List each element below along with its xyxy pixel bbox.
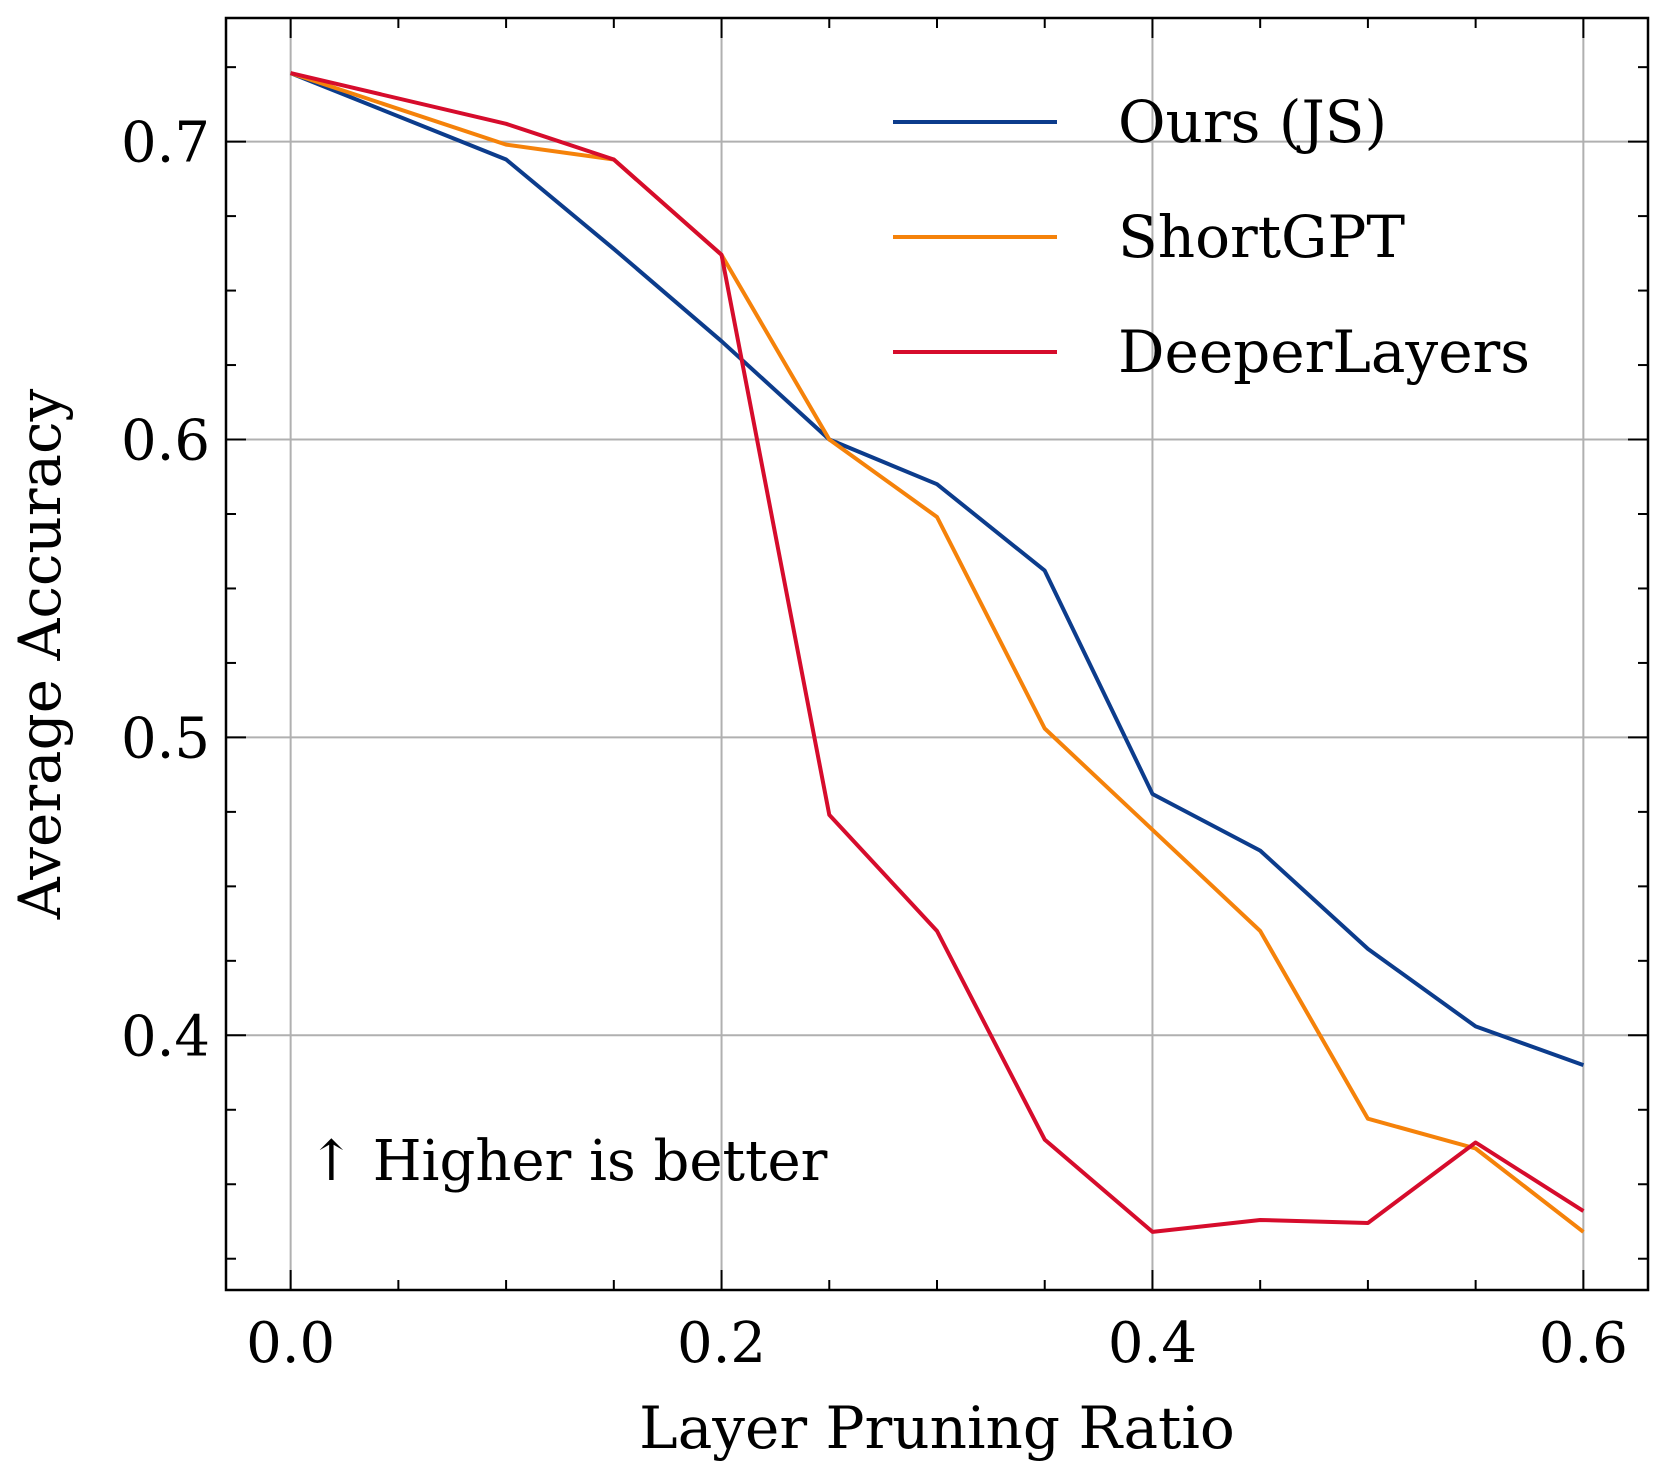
series-line-shortgpt [289, 71, 1585, 1234]
x-tick-label-1: 0.2 [677, 1311, 766, 1376]
grid [226, 18, 1648, 1290]
series-line-deeperlayers [290, 71, 1585, 1234]
x-tick-label-2: 0.4 [1108, 1311, 1197, 1376]
plot-series [289, 71, 1585, 1234]
legend-label-shortgpt: ShortGPT [1118, 203, 1405, 271]
x-tick-label-3: 0.6 [1539, 1311, 1628, 1376]
y-axis-label: Average Accuracy [6, 388, 74, 920]
legend: Ours (JS) ShortGPT DeeperLayers [893, 88, 1530, 386]
axis-ticks [226, 18, 1648, 1290]
y-tick-label-1: 0.5 [121, 706, 210, 771]
x-tick-label-0: 0.0 [246, 1311, 335, 1376]
y-tick-label-3: 0.7 [121, 111, 210, 176]
tick-labels: 0.0 0.2 0.4 0.6 0.4 0.5 0.6 0.7 [121, 111, 1628, 1376]
series-line-ours-js [289, 71, 1585, 1067]
plot-frame [224, 16, 1650, 1292]
x-axis-label: Layer Pruning Ratio [639, 1394, 1235, 1462]
y-tick-label-0: 0.4 [121, 1004, 210, 1069]
y-tick-label-2: 0.6 [121, 409, 210, 474]
higher-is-better-annotation: ↑ Higher is better [308, 1129, 828, 1194]
legend-label-ours-js: Ours (JS) [1118, 88, 1387, 156]
legend-label-deeperlayers: DeeperLayers [1118, 318, 1530, 386]
